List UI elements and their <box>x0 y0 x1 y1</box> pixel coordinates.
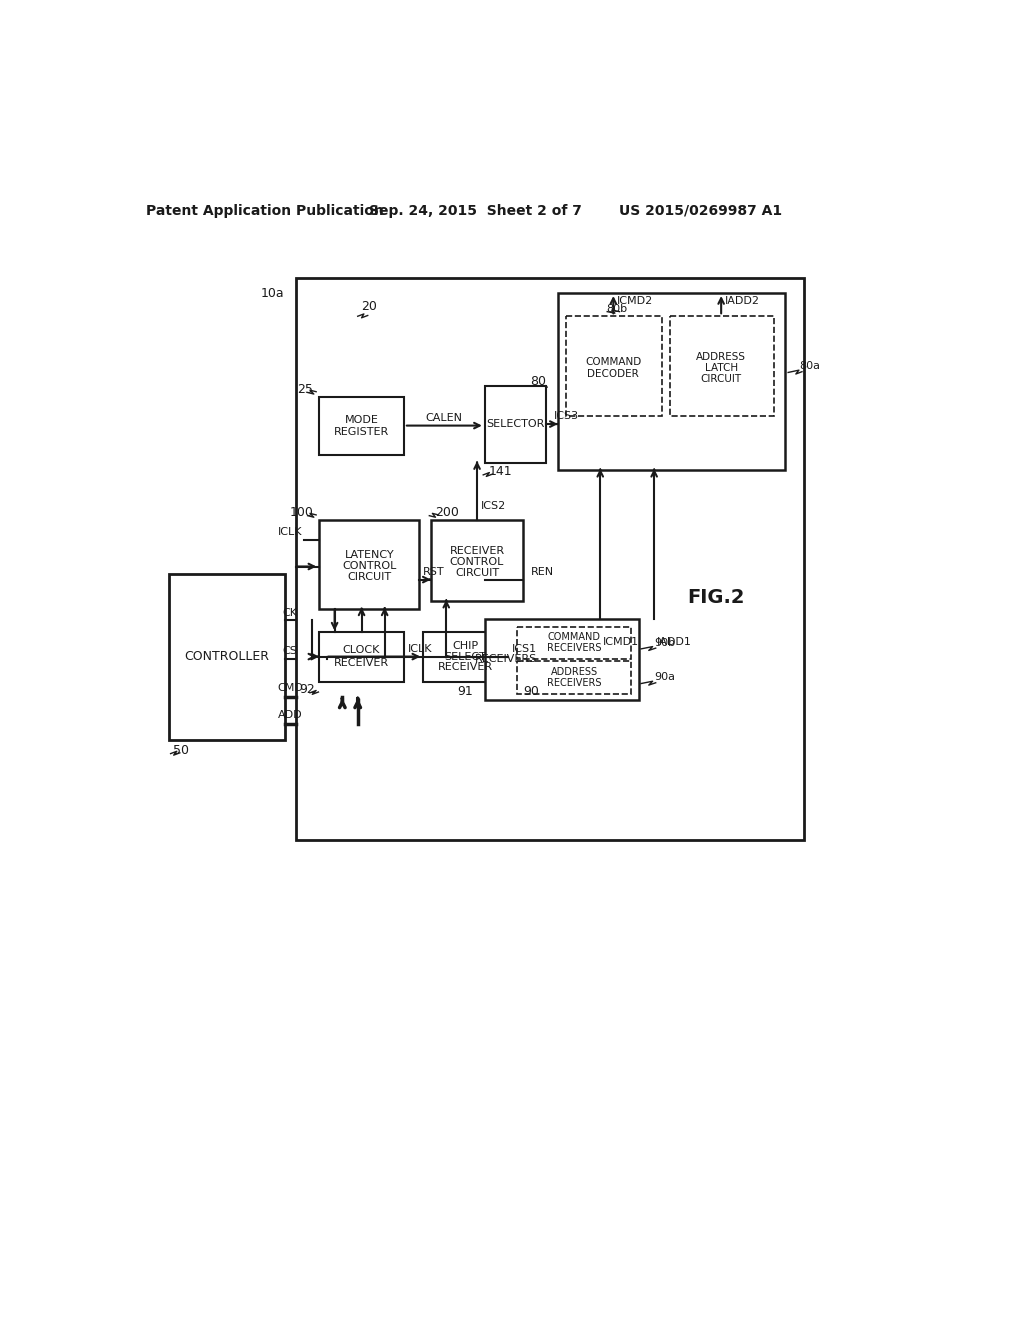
Text: REN: REN <box>531 566 554 577</box>
Text: CS: CS <box>283 647 297 656</box>
Bar <box>319 397 403 455</box>
Bar <box>431 520 523 601</box>
Text: RST: RST <box>423 566 444 577</box>
Text: ADD: ADD <box>278 710 302 721</box>
Text: 90b: 90b <box>654 638 675 648</box>
Text: RECEIVERS: RECEIVERS <box>475 653 538 664</box>
Bar <box>296 277 804 840</box>
Text: CALEN: CALEN <box>425 413 463 422</box>
Text: DECODER: DECODER <box>588 370 639 379</box>
Bar <box>670 317 773 416</box>
Text: ICLK: ICLK <box>278 527 302 537</box>
Text: CK: CK <box>283 607 297 618</box>
Text: COMMAND: COMMAND <box>548 632 601 643</box>
Bar <box>517 661 631 693</box>
Text: 200: 200 <box>435 506 459 519</box>
Text: MODE: MODE <box>345 416 379 425</box>
Text: 80: 80 <box>530 375 547 388</box>
Text: 141: 141 <box>488 465 512 478</box>
Text: CLOCK: CLOCK <box>343 645 380 656</box>
Text: RECEIVER: RECEIVER <box>334 657 389 668</box>
Text: Sep. 24, 2015  Sheet 2 of 7: Sep. 24, 2015 Sheet 2 of 7 <box>369 203 582 218</box>
Text: ADDRESS: ADDRESS <box>696 352 746 362</box>
Text: IADD1: IADD1 <box>656 638 691 647</box>
Text: SELECT: SELECT <box>444 652 486 661</box>
Text: 100: 100 <box>289 506 313 519</box>
Text: CHIP: CHIP <box>453 640 478 651</box>
Text: REGISTER: REGISTER <box>334 426 389 437</box>
Text: CIRCUIT: CIRCUIT <box>347 572 391 582</box>
Text: FIG.2: FIG.2 <box>687 587 744 607</box>
Text: ICMD1: ICMD1 <box>602 638 639 647</box>
Text: ICS1: ICS1 <box>512 644 537 653</box>
Text: 80b: 80b <box>606 304 628 314</box>
Text: SELECTOR: SELECTOR <box>486 418 545 429</box>
Text: ICS2: ICS2 <box>481 502 506 511</box>
Text: 20: 20 <box>361 300 377 313</box>
Text: CMD: CMD <box>278 684 303 693</box>
Text: CIRCUIT: CIRCUIT <box>455 568 499 578</box>
Bar <box>558 293 785 470</box>
Text: Patent Application Publication: Patent Application Publication <box>146 203 384 218</box>
Bar <box>484 619 639 700</box>
Text: 10a: 10a <box>261 286 285 300</box>
Text: CIRCUIT: CIRCUIT <box>700 374 741 384</box>
Text: CONTROLLER: CONTROLLER <box>184 649 269 663</box>
Text: 50: 50 <box>173 744 188 758</box>
Text: LATCH: LATCH <box>705 363 737 372</box>
Text: 25: 25 <box>297 383 313 396</box>
Text: COMMAND: COMMAND <box>586 358 641 367</box>
Text: RECEIVER: RECEIVER <box>450 546 505 556</box>
Text: ICS3: ICS3 <box>554 412 580 421</box>
Bar <box>423 632 508 682</box>
Text: 92: 92 <box>300 684 315 696</box>
Text: ICLK: ICLK <box>408 644 432 653</box>
Text: ADDRESS: ADDRESS <box>551 667 598 677</box>
Bar <box>484 385 547 462</box>
Text: 80a: 80a <box>799 362 820 371</box>
Text: ICMD2: ICMD2 <box>617 296 653 306</box>
Bar <box>517 627 631 659</box>
Text: LATENCY: LATENCY <box>344 550 394 560</box>
Bar <box>169 574 285 739</box>
Text: 91: 91 <box>458 685 473 698</box>
Text: CONTROL: CONTROL <box>450 557 504 566</box>
Text: RECEIVER: RECEIVER <box>438 663 494 672</box>
Text: 90a: 90a <box>654 672 675 682</box>
Bar <box>565 317 662 416</box>
Bar <box>319 632 403 682</box>
Text: US 2015/0269987 A1: US 2015/0269987 A1 <box>618 203 782 218</box>
Text: IADD2: IADD2 <box>725 296 760 306</box>
Bar <box>319 520 419 609</box>
Text: CONTROL: CONTROL <box>342 561 396 570</box>
Text: RECEIVERS: RECEIVERS <box>547 643 601 653</box>
Text: 90: 90 <box>523 685 539 698</box>
Text: RECEIVERS: RECEIVERS <box>547 677 601 688</box>
